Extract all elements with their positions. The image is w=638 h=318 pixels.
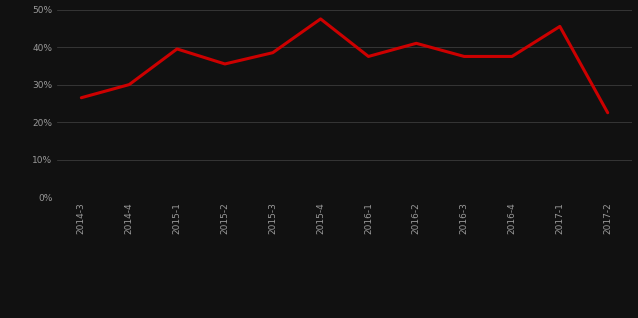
Legend: % Niet regulier: % Niet regulier bbox=[284, 314, 405, 318]
